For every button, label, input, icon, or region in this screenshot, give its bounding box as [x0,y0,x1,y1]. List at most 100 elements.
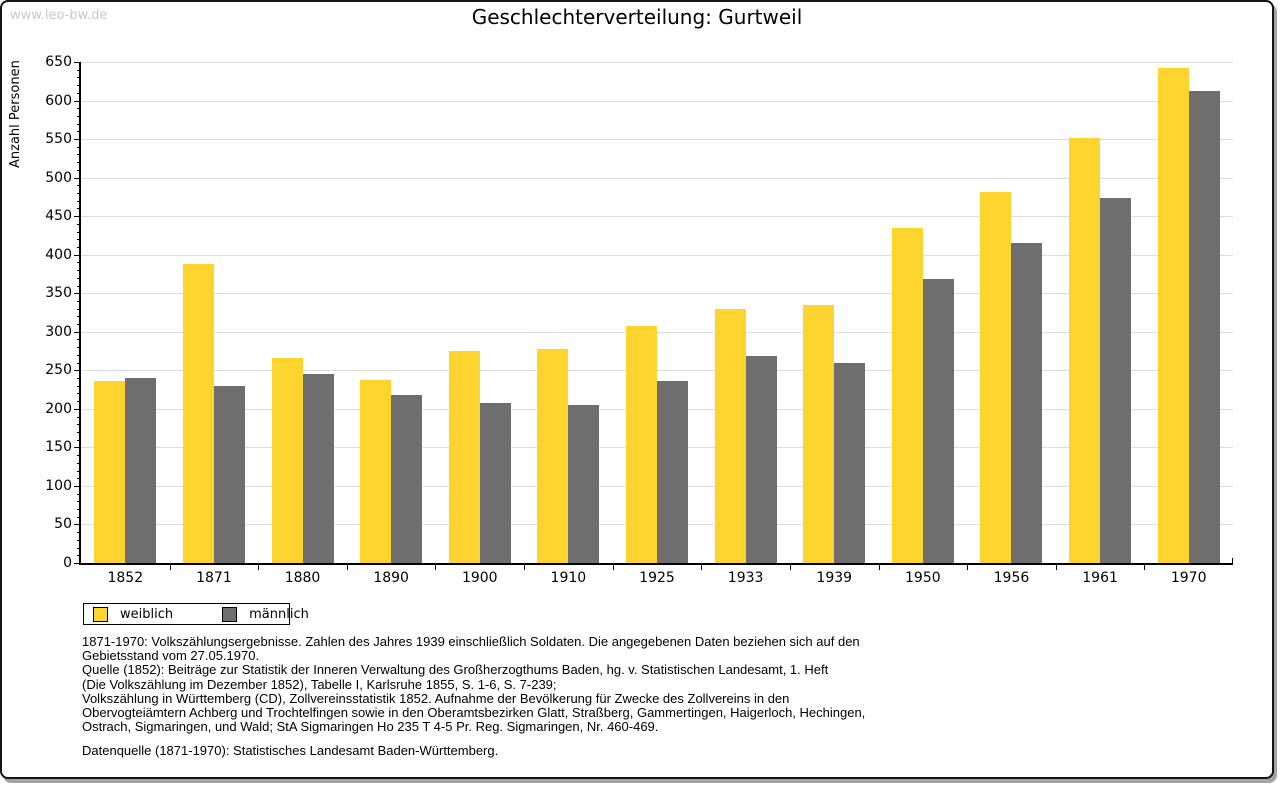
bar-weiblich-1956 [980,192,1012,563]
footnote-line: Volkszählung in Württemberg (CD), Zollve… [82,690,790,706]
x-boundary-tick [1144,565,1146,570]
bar-männlich-1961 [1100,197,1132,563]
bar-männlich-1880 [302,374,334,563]
bar-weiblich-1925 [626,325,657,563]
legend-label-maennlich: männlich [249,606,309,622]
bar-weiblich-1871 [182,263,214,563]
bar-männlich-1890 [391,394,423,563]
bar-männlich-1950 [922,279,954,563]
bar-männlich-1871 [213,385,245,563]
x-tick-label: 1970 [1170,570,1207,586]
bar-weiblich-1961 [1069,138,1101,563]
footnote-block: 1871-1970: Volkszählungsergebnisse. Zahl… [82,634,1182,735]
x-tick-label: 1871 [196,570,232,586]
x-tick-label: 1900 [461,570,498,586]
bar-weiblich-1852 [94,381,126,563]
bar-weiblich-1900 [448,351,480,563]
x-boundary-tick [967,565,969,570]
x-boundary-tick [789,565,791,570]
legend: weiblich männlich [83,603,309,625]
x-tick-label: 1880 [284,570,321,586]
x-boundary-tick [435,565,437,570]
x-boundary-tick [258,565,260,570]
y-tick-label: 0 [63,555,72,571]
x-tick-label: 1925 [639,570,675,586]
legend-swatch-maennlich [222,606,238,622]
x-tick-label: 1950 [905,570,941,586]
y-major-tick [74,254,81,256]
bar-männlich-1970 [1188,91,1220,563]
y-axis-line [79,62,81,565]
y-tick-label: 550 [45,131,72,148]
bar-weiblich-1950 [891,228,923,563]
x-tick-label: 1890 [373,570,409,586]
y-gridline [81,139,1233,141]
y-major-tick [74,62,81,63]
y-major-tick [74,100,81,102]
y-major-tick [74,563,81,564]
y-gridline [81,370,1233,372]
y-tick-label: 50 [54,516,72,533]
x-tick-label: 1956 [993,570,1030,586]
datasource-line: Datenquelle (1871-1970): Statistisches L… [82,743,499,758]
y-gridline [81,62,1233,63]
footnote-line: 1871-1970: Volkszählungsergebnisse. Zahl… [82,634,860,649]
y-tick-label: 450 [45,208,72,225]
bar-weiblich-1970 [1157,68,1189,563]
y-gridline [81,293,1233,295]
bar-männlich-1925 [657,381,688,563]
x-tick-label: 1939 [816,570,853,586]
y-major-tick [74,177,81,179]
x-boundary-tick [701,565,703,570]
x-tick-label: 1910 [550,570,587,586]
bar-männlich-1939 [834,362,866,563]
x-boundary-tick [1055,565,1057,570]
x-axis-line [79,563,1233,565]
bar-weiblich-1890 [360,379,392,563]
y-major-tick [74,331,81,333]
footnote-line: Ostrach, Sigmaringen, und Wald; StA Sigm… [82,719,659,735]
x-tick-label: 1852 [107,570,144,586]
y-major-tick [74,408,81,410]
y-tick-label: 150 [45,439,72,456]
x-boundary-tick [878,565,880,570]
y-tick-label: 500 [45,169,72,186]
y-major-tick [74,293,81,295]
y-tick-label: 250 [45,362,72,379]
y-tick-label: 200 [45,400,72,417]
x-tick-label: 1933 [727,570,764,586]
bar-männlich-1852 [125,378,157,563]
bar-männlich-1956 [1011,243,1043,563]
legend-swatch-weiblich [93,606,108,622]
y-tick-label: 100 [45,477,72,494]
x-tick-label: 1961 [1082,570,1118,586]
y-major-tick [74,139,81,141]
bar-männlich-1910 [568,404,600,563]
y-major-tick [74,524,81,526]
footnote-line: Gebietsstand vom 27.05.1970. [82,648,260,664]
y-tick-label: 650 [45,54,72,70]
footnote-line: Quelle (1852): Beiträge zur Statistik de… [82,662,829,678]
bar-männlich-1933 [745,355,777,563]
y-gridline [81,216,1233,218]
x-axis-endcap [1232,558,1233,563]
bar-weiblich-1880 [271,357,303,563]
footnote-line: Obervogteiämtern Achberg und Trochtelfin… [82,705,866,721]
y-major-tick [74,216,81,218]
x-boundary-tick [169,565,171,570]
y-gridline [81,254,1233,256]
x-boundary-tick [346,565,348,570]
y-gridline [81,177,1233,179]
y-tick-label: 400 [45,246,72,263]
y-tick-label: 350 [45,285,72,302]
plot-area: 0 50 100 150 200 250 300 350 400 450 500 550 600 650 1… [2,2,1272,777]
y-major-tick [74,485,81,487]
y-gridline [81,100,1233,102]
bar-weiblich-1939 [803,304,835,563]
y-tick-label: 600 [45,92,72,109]
footnote-line: (Die Volkszählung im Dezember 1852), Tab… [82,676,557,692]
watermark-leo-bw: www.leo-bw.de [10,8,108,23]
bar-weiblich-1910 [537,348,569,563]
x-boundary-tick [612,565,614,570]
